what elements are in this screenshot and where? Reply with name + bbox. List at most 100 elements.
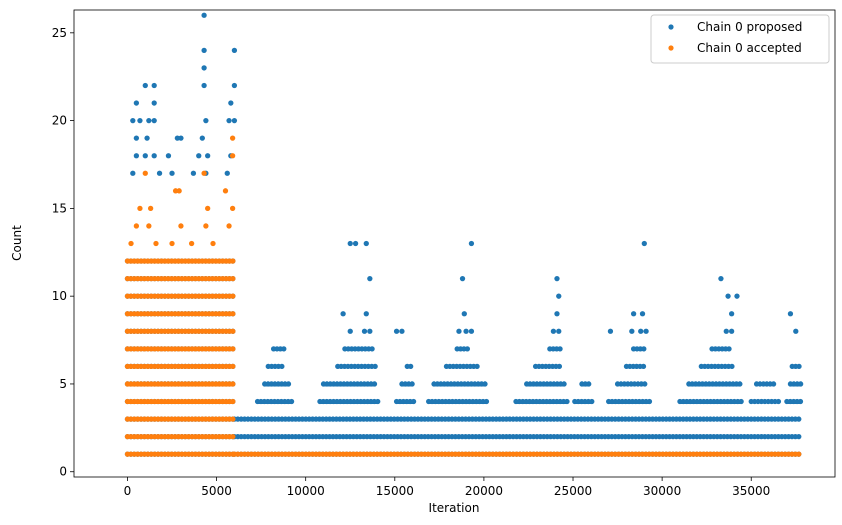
series-1-point bbox=[146, 223, 152, 229]
series-0-point bbox=[629, 328, 635, 334]
series-1 bbox=[124, 135, 804, 457]
series-1-point bbox=[229, 135, 236, 141]
legend-frame bbox=[650, 14, 830, 64]
series-1-point bbox=[229, 205, 236, 212]
x-tick-label: 0 bbox=[124, 484, 132, 498]
series-0-point bbox=[550, 328, 557, 334]
series-0-point bbox=[226, 117, 232, 124]
legend-marker-accepted bbox=[668, 45, 674, 51]
y-tick-label: 5 bbox=[59, 377, 67, 391]
series-1-point bbox=[137, 205, 143, 212]
series-0-point bbox=[363, 311, 369, 317]
series-0-point bbox=[133, 153, 140, 159]
legend-label-proposed: Chain 0 proposed bbox=[697, 20, 802, 34]
series-1-point bbox=[205, 205, 211, 212]
series-0-point bbox=[352, 240, 359, 247]
series-0-point bbox=[361, 328, 368, 334]
x-axis-label: Iteration bbox=[429, 501, 480, 515]
series-0-point bbox=[151, 100, 157, 106]
y-axis-label: Count bbox=[10, 225, 24, 261]
series-1-point bbox=[229, 153, 236, 159]
series-1-point bbox=[188, 240, 195, 247]
y-tick-label: 10 bbox=[52, 289, 67, 303]
series-0-point bbox=[363, 240, 369, 247]
series-0-point bbox=[151, 153, 157, 159]
x-tick-label: 15000 bbox=[376, 484, 414, 498]
series-0-point bbox=[461, 311, 467, 317]
series-0-point bbox=[347, 328, 353, 334]
series-0-point bbox=[340, 311, 346, 317]
series-0-point bbox=[463, 328, 469, 334]
series-0-point bbox=[169, 170, 175, 176]
series-1-point bbox=[169, 240, 175, 247]
series-0-point bbox=[734, 293, 740, 299]
series-1-point bbox=[210, 240, 216, 247]
x-tick-label: 25000 bbox=[554, 484, 592, 498]
series-0-point bbox=[793, 328, 799, 334]
series-1-point bbox=[176, 188, 182, 194]
series-0-point bbox=[165, 153, 172, 159]
series-0-point bbox=[725, 293, 731, 299]
series-0-point bbox=[231, 47, 238, 54]
series-0-point bbox=[199, 135, 205, 141]
series-0-point bbox=[196, 153, 202, 159]
series-0-point bbox=[133, 100, 140, 106]
series-1-point bbox=[201, 170, 207, 176]
series-0-point bbox=[556, 328, 562, 334]
series-0-point bbox=[146, 117, 152, 124]
series-0-point bbox=[201, 47, 207, 54]
series-0-point bbox=[718, 275, 724, 282]
x-tick-label: 5000 bbox=[201, 484, 232, 498]
series-0-point bbox=[638, 328, 644, 334]
legend-label-accepted: Chain 0 accepted bbox=[697, 41, 802, 55]
y-tick-label: 0 bbox=[59, 465, 67, 479]
series-0-point bbox=[554, 275, 560, 282]
series-0-point bbox=[178, 135, 184, 141]
series-0-point bbox=[224, 170, 230, 176]
y-tick-label: 25 bbox=[52, 26, 67, 40]
series-0-point bbox=[639, 311, 646, 317]
series-0-point bbox=[151, 117, 157, 124]
series-0-point bbox=[393, 328, 400, 334]
series-0-point bbox=[347, 240, 353, 247]
data-marks bbox=[124, 12, 804, 457]
series-0-point bbox=[367, 328, 373, 334]
series-0-point bbox=[723, 328, 729, 334]
series-0-point bbox=[201, 82, 207, 89]
axes-frame bbox=[73, 9, 836, 478]
legend-marker-proposed bbox=[668, 24, 674, 30]
y-tick-label: 20 bbox=[52, 114, 67, 128]
series-1-point bbox=[147, 205, 154, 212]
series-0-point bbox=[228, 100, 234, 106]
series-0-point bbox=[130, 117, 136, 124]
x-tick-label: 30000 bbox=[643, 484, 681, 498]
x-tick-label: 10000 bbox=[287, 484, 325, 498]
series-0-point bbox=[367, 275, 373, 282]
series-0-point bbox=[203, 117, 209, 124]
series-0-point bbox=[607, 328, 614, 334]
series-0-point bbox=[151, 82, 157, 89]
plot-area bbox=[74, 10, 835, 477]
series-0-point bbox=[630, 311, 637, 317]
series-0-point bbox=[130, 170, 136, 176]
series-0-point bbox=[459, 275, 466, 282]
y-tick-label: 15 bbox=[52, 201, 67, 215]
series-0-point bbox=[728, 328, 735, 334]
series-1-point bbox=[226, 223, 232, 229]
series-0-point bbox=[456, 328, 462, 334]
series-0-point bbox=[728, 311, 735, 317]
series-1-point bbox=[142, 170, 148, 176]
series-0-point bbox=[205, 153, 211, 159]
series-1-point bbox=[153, 240, 159, 247]
series-1-point bbox=[222, 188, 229, 194]
series-0-point bbox=[133, 135, 140, 141]
series-0-point bbox=[231, 117, 238, 124]
series-0-point bbox=[144, 135, 150, 141]
series-0-point bbox=[156, 170, 163, 176]
series-1-point bbox=[178, 223, 184, 229]
x-tick-label: 20000 bbox=[465, 484, 503, 498]
series-0-point bbox=[190, 170, 197, 176]
x-tick-label: 35000 bbox=[732, 484, 770, 498]
series-0-point bbox=[554, 311, 560, 317]
